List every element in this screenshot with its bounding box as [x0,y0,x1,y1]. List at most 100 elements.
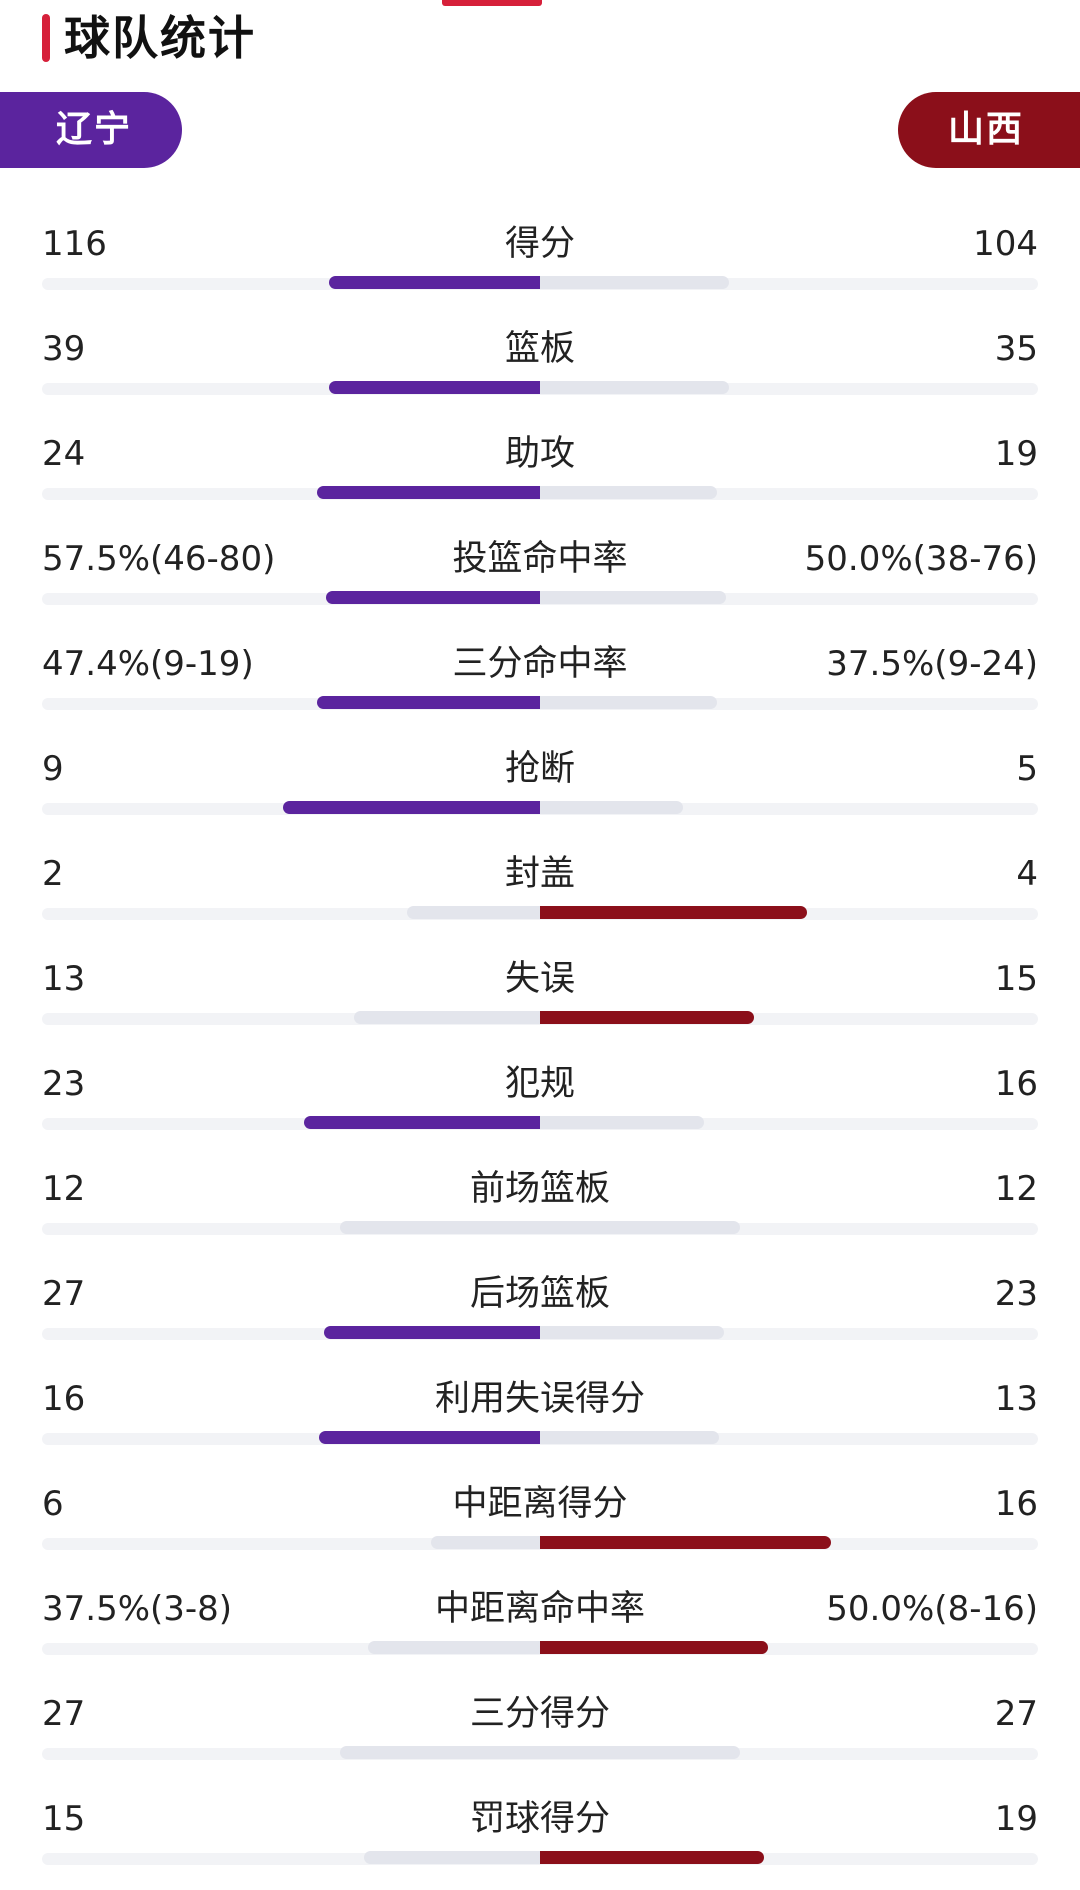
stat-bar-right [540,1746,740,1759]
stat-bar-right [540,381,729,394]
stat-bar-left [407,906,540,919]
stat-bar-left [326,591,540,604]
stat-label: 抢断 [504,749,575,789]
stat-label: 中距离得分 [452,1484,628,1524]
top-tab-indicator [442,0,542,6]
stat-label: 投篮命中率 [452,539,628,579]
stat-label: 罚球得分 [469,1799,610,1839]
stat-right-value: 19 [994,1799,1038,1839]
stat-left-value: 16 [42,1379,86,1419]
stat-bar-right [540,1326,724,1339]
stat-left-value: 2 [42,854,64,894]
stat-bar-right [540,696,717,709]
stat-label: 前场篮板 [469,1169,610,1209]
stat-label: 后场篮板 [469,1274,610,1314]
stat-bar-right [540,1536,831,1549]
stat-right-value: 15 [994,959,1038,999]
stat-right-value: 19 [994,434,1038,474]
section-title: 球队统计 [64,11,256,65]
team-right-badge: 山西 [898,92,1080,168]
stat-bar-left [283,801,540,814]
stat-left-value: 13 [42,959,86,999]
stat-bar-right [540,1011,754,1024]
stat-row: 116 得分 104 [0,210,1080,315]
stat-bar-left [340,1221,540,1234]
stat-right-value: 5 [1016,749,1038,789]
stat-bar-right [540,1641,768,1654]
stat-row: 2 封盖 4 [0,840,1080,945]
stat-bar-left [304,1116,540,1129]
stat-row: 27 三分得分 27 [0,1680,1080,1785]
stat-label: 三分得分 [469,1694,610,1734]
section-header: 球队统计 [0,0,1080,80]
stat-left-value: 23 [42,1064,86,1104]
stat-bar-left [329,381,540,394]
stat-row: 12 前场篮板 12 [0,1155,1080,1260]
stat-row: 23 犯规 16 [0,1050,1080,1155]
stat-bar-right [540,801,683,814]
stat-right-value: 35 [994,329,1038,369]
stat-left-value: 27 [42,1694,86,1734]
team-left-badge: 辽宁 [0,92,182,168]
stat-label: 失误 [504,959,575,999]
stat-row: 9 抢断 5 [0,735,1080,840]
stat-row: 15 罚球得分 19 [0,1785,1080,1890]
stat-right-value: 50.0%(38-76) [804,539,1038,579]
stat-bar-left [368,1641,540,1654]
stat-row: 37.5%(3-8) 中距离命中率 50.0%(8-16) [0,1575,1080,1680]
stat-bar-left [319,1431,540,1444]
stat-bar-right [540,486,717,499]
stat-bar-right [540,276,729,289]
stat-row: 6 中距离得分 16 [0,1470,1080,1575]
stat-label: 得分 [504,224,575,264]
stat-right-value: 16 [994,1064,1038,1104]
stat-bar-left [431,1536,540,1549]
stat-right-value: 16 [994,1484,1038,1524]
stat-label: 封盖 [504,854,575,894]
stat-label: 篮板 [504,329,575,369]
stat-left-value: 116 [42,224,107,264]
stat-bar-left [340,1746,540,1759]
stat-bar-left [317,696,540,709]
stat-label: 助攻 [504,434,575,474]
stat-left-value: 57.5%(46-80) [42,539,276,579]
stat-left-value: 15 [42,1799,86,1839]
stat-left-value: 47.4%(9-19) [42,644,254,684]
stat-row: 13 失误 15 [0,945,1080,1050]
stat-right-value: 12 [994,1169,1038,1209]
stat-bar-left [329,276,540,289]
stat-bar-left [317,486,540,499]
stat-left-value: 24 [42,434,86,474]
stat-left-value: 39 [42,329,86,369]
stat-right-value: 27 [994,1694,1038,1734]
stat-right-value: 37.5%(9-24) [826,644,1038,684]
stat-bar-left [324,1326,540,1339]
stat-bar-right [540,906,807,919]
stat-label: 三分命中率 [452,644,628,684]
stat-bar-right [540,591,726,604]
title-accent-bar [42,14,50,62]
stat-bar-right [540,1851,764,1864]
stat-row: 24 助攻 19 [0,420,1080,525]
stat-left-value: 9 [42,749,64,789]
stat-row: 16 利用失误得分 13 [0,1365,1080,1470]
stat-row: 47.4%(9-19) 三分命中率 37.5%(9-24) [0,630,1080,735]
stat-bar-right [540,1116,704,1129]
stat-row: 57.5%(46-80) 投篮命中率 50.0%(38-76) [0,525,1080,630]
stat-right-value: 50.0%(8-16) [826,1589,1038,1629]
stat-bar-right [540,1221,740,1234]
stat-bar-right [540,1431,719,1444]
stat-left-value: 12 [42,1169,86,1209]
stat-left-value: 6 [42,1484,64,1524]
stat-bar-left [354,1011,540,1024]
stat-row: 39 篮板 35 [0,315,1080,420]
stat-label: 中距离命中率 [434,1589,645,1629]
stat-bar-left [364,1851,540,1864]
stat-row: 27 后场篮板 23 [0,1260,1080,1365]
stat-left-value: 27 [42,1274,86,1314]
stat-right-value: 104 [973,224,1038,264]
stat-right-value: 23 [994,1274,1038,1314]
stat-right-value: 4 [1016,854,1038,894]
stat-label: 犯规 [504,1064,575,1104]
stat-left-value: 37.5%(3-8) [42,1589,233,1629]
